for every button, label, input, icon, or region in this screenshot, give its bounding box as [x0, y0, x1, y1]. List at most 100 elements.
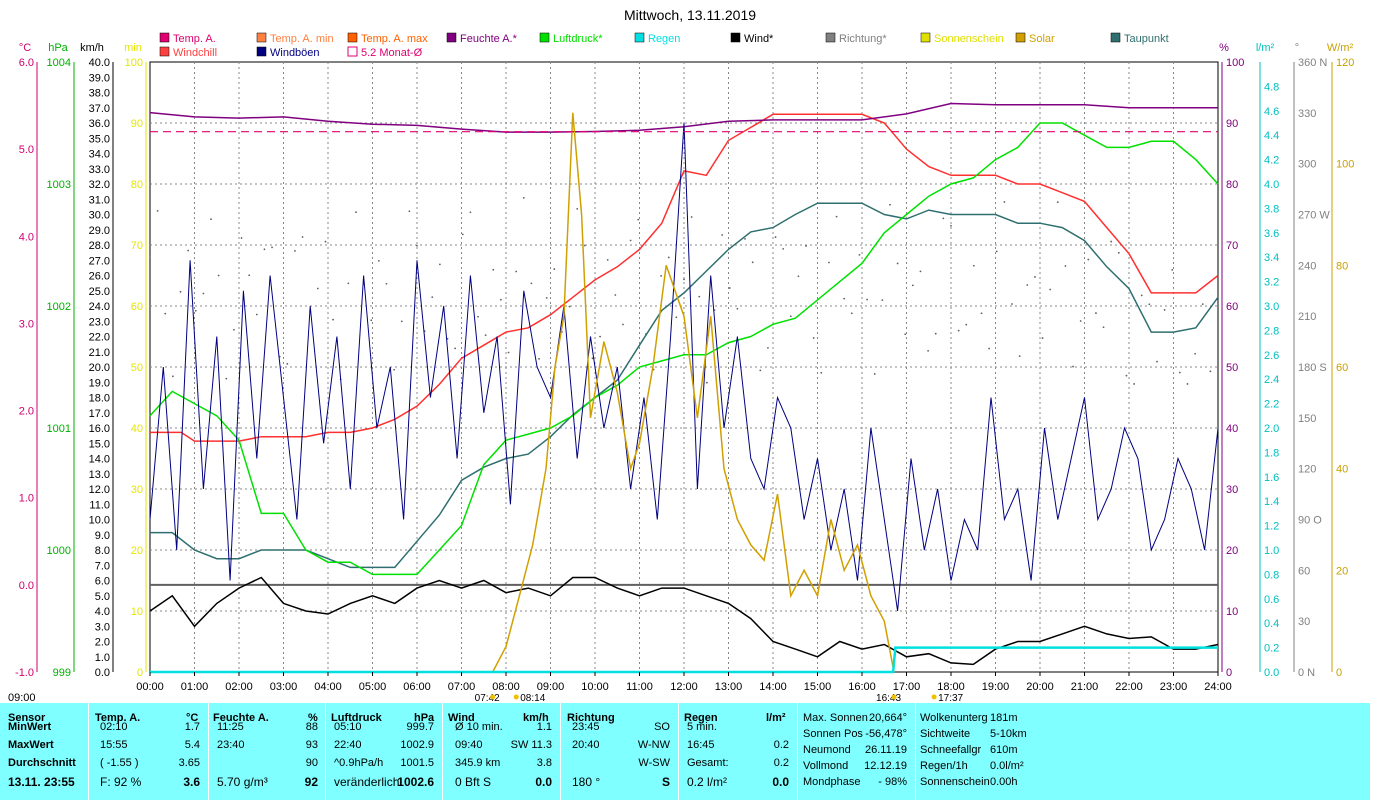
summary-label: MinWert	[8, 721, 52, 733]
legend-swatch	[159, 46, 170, 57]
direction-point	[1049, 288, 1052, 291]
summary-hum: 92	[304, 775, 318, 789]
direction-point	[477, 315, 479, 318]
direction-point	[843, 297, 846, 300]
axis-tick-solar: 80	[1336, 260, 1348, 272]
series-wind-	[149, 576, 1219, 666]
axis-tick-solar: 120	[1336, 57, 1354, 69]
direction-point	[896, 262, 899, 265]
direction-point	[1041, 337, 1044, 339]
direction-point	[980, 312, 983, 315]
direction-point	[690, 216, 693, 218]
grid	[150, 62, 1218, 672]
axis-unit-humidity: %	[1219, 42, 1229, 54]
summary-dir-time: 180 °	[572, 775, 601, 789]
axis-tick-pressure: 1002	[47, 301, 71, 313]
summary-label: 13.11. 23:55	[8, 775, 75, 789]
direction-point	[385, 282, 388, 285]
direction-point	[1026, 284, 1029, 286]
axis-tick-wind: 38.0	[89, 88, 110, 100]
summary-wind-label: 09:40	[455, 739, 483, 751]
direction-point	[1140, 294, 1143, 297]
direction-point	[156, 209, 159, 212]
summary-press-time: 22:40	[334, 739, 362, 751]
event-label: 07:42	[475, 693, 500, 703]
direction-point	[835, 215, 838, 218]
direction-point	[1148, 303, 1151, 306]
axis-tick-rain: 2.0	[1264, 423, 1279, 435]
direction-point	[393, 368, 396, 371]
x-tick-label: 24:00	[1204, 681, 1232, 693]
direction-point	[515, 270, 518, 273]
axis-tick-solar: 0	[1336, 667, 1342, 679]
axis-tick-temp: 4.0	[19, 231, 34, 243]
direction-point	[767, 346, 769, 349]
series-temp-a-	[150, 113, 1219, 442]
direction-point	[950, 224, 952, 227]
summary-wind-label: 345.9 km	[455, 757, 501, 769]
direction-point	[553, 268, 556, 270]
axis-tick-wind: 24.0	[89, 301, 110, 313]
direction-point	[347, 282, 350, 285]
axis-tick-min: 30	[131, 484, 143, 496]
summary-temp-time: F: 92 %	[100, 775, 142, 789]
summary-dir: SO	[654, 721, 670, 733]
direction-point	[889, 203, 891, 206]
summary-wind-label: 0 Bft S	[455, 775, 492, 789]
axis-tick-direction: 0 N	[1298, 667, 1315, 679]
direction-point	[202, 292, 205, 295]
direction-point	[522, 196, 525, 199]
x-tick-label: 07:00	[448, 681, 476, 693]
axis-tick-wind: 23.0	[89, 316, 110, 328]
direction-point	[789, 315, 792, 318]
axis-tick-rain: 3.2	[1264, 277, 1279, 289]
direction-point	[210, 218, 212, 221]
axis-tick-rain: 2.6	[1264, 350, 1279, 362]
axis-tick-rain: 3.4	[1264, 252, 1279, 264]
legend-label: Solar	[1029, 33, 1055, 45]
legend-swatch	[1015, 32, 1026, 43]
legend-item: Sonnenschein	[920, 32, 1004, 45]
axis-tick-wind: 22.0	[89, 332, 110, 344]
direction-point	[812, 337, 815, 339]
direction-point	[271, 246, 273, 249]
legend-swatch	[256, 32, 267, 43]
direction-point	[370, 319, 373, 322]
axis-tick-wind: 34.0	[89, 149, 110, 161]
legend-item: Taupunkt	[1110, 32, 1169, 45]
direction-point	[805, 245, 807, 247]
summary-panel: Sensor Temp. A. °C Feuchte A. % Luftdruc…	[0, 703, 1370, 800]
axis-tick-rain: 4.8	[1264, 81, 1279, 93]
direction-point	[1171, 269, 1174, 271]
axis-tick-wind: 39.0	[89, 72, 110, 84]
start-time-label: 09:00	[8, 692, 36, 703]
legend-item: Luftdruck*	[539, 32, 603, 45]
direction-point	[965, 323, 968, 326]
summary-press: 1002.6	[397, 775, 434, 789]
axis-tick-rain: 4.6	[1264, 106, 1279, 118]
weather-value: 0.0l/m²	[990, 760, 1024, 772]
summary-dir: S	[661, 775, 670, 789]
x-tick-label: 16:00	[848, 681, 876, 693]
axis-tick-temp: 6.0	[19, 57, 34, 69]
summary-hum: 90	[305, 757, 318, 769]
legend-swatch	[634, 32, 645, 43]
astro-value: -56,478°	[865, 728, 907, 740]
x-tick-label: 02:00	[225, 681, 253, 693]
direction-point	[828, 261, 830, 264]
direction-point	[599, 335, 601, 338]
summary-rain: 0.2	[773, 757, 789, 769]
direction-point	[614, 294, 617, 296]
axis-tick-direction: 90 O	[1298, 515, 1322, 527]
direction-point	[164, 312, 167, 315]
direction-point	[484, 334, 487, 337]
direction-point	[179, 290, 182, 293]
axis-tick-rain: 1.4	[1264, 496, 1279, 508]
direction-point	[1056, 201, 1059, 204]
astro-value: - 98%	[878, 776, 907, 788]
direction-point	[782, 247, 785, 250]
direction-point	[728, 287, 731, 289]
legend-item: Temp. A.	[159, 32, 216, 45]
axis-tick-min: 20	[131, 545, 143, 557]
direction-point	[797, 275, 800, 278]
